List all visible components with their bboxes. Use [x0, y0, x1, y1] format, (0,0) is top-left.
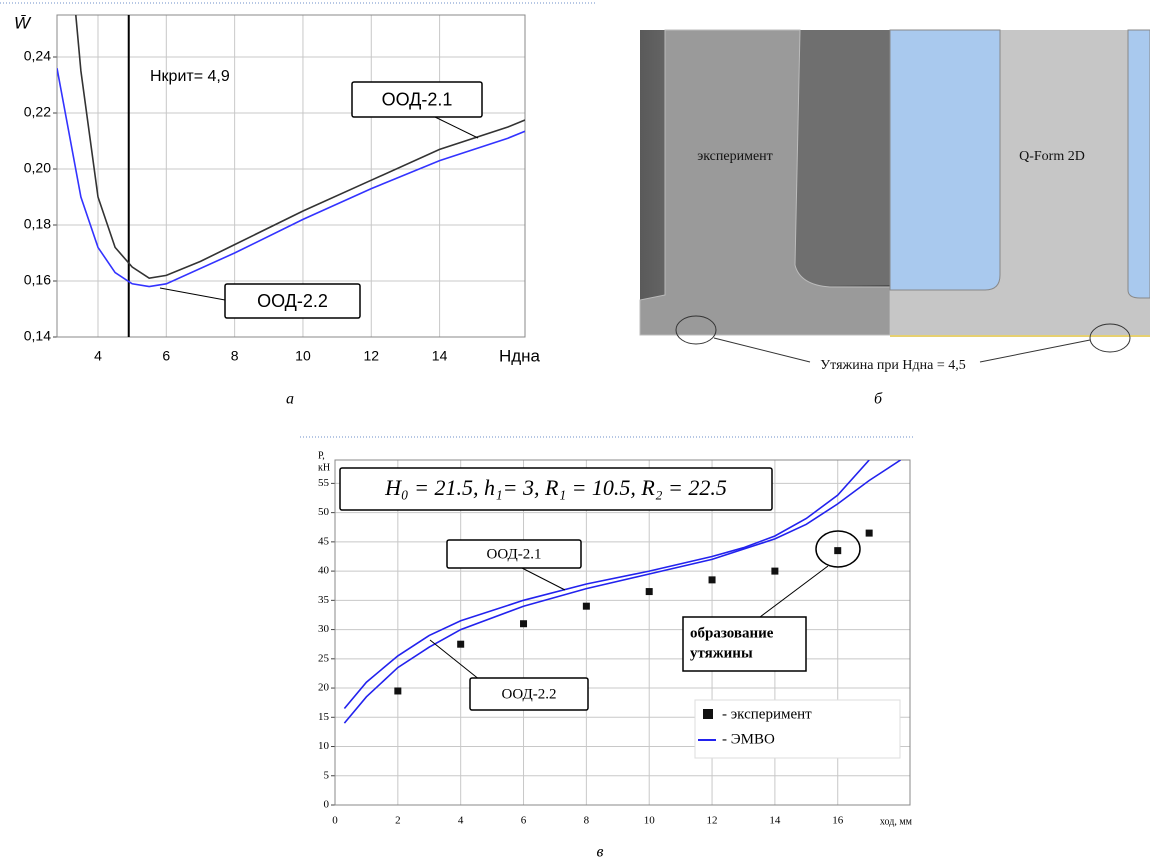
figure: эксперимент Q-Form 2D Утяжина при Ндна =… — [0, 0, 1150, 867]
x-tick-label: 4 — [458, 815, 464, 827]
x-tick-label: 10 — [644, 815, 656, 827]
y-tick-label: 5 — [324, 769, 330, 781]
series-label: ООД-2.1 — [382, 89, 453, 109]
y-tick-label: 10 — [318, 740, 330, 752]
x-tick-label: 8 — [584, 815, 590, 827]
x-axis-label: Ндна — [499, 346, 541, 365]
y-tick-label: 25 — [318, 652, 330, 664]
data-point — [457, 641, 464, 648]
y-axis-label: кН — [318, 462, 330, 473]
chart: 0 2 4 6 8 10 12 14 16 0 5 10 15 20 25 30 35 40 45 50 55 Р,кН х… — [318, 450, 913, 827]
data-point — [834, 547, 841, 554]
y-tick-label: 0 — [324, 799, 330, 811]
series-label: ООД-2.2 — [502, 686, 557, 702]
y-axis-label: W̄ — [14, 13, 32, 32]
data-point — [771, 568, 778, 575]
x-tick-label: 6 — [162, 348, 170, 364]
caption: в — [597, 844, 604, 861]
x-tick-label: 12 — [707, 815, 718, 827]
x-tick-label: 0 — [332, 815, 338, 827]
y-tick-label: 40 — [318, 565, 330, 577]
data-point — [394, 687, 401, 694]
legend-marker — [703, 709, 713, 719]
x-tick-label: 12 — [363, 348, 379, 364]
y-tick-label: 50 — [318, 506, 330, 518]
x-tick-label: 14 — [769, 815, 781, 827]
data-point — [520, 620, 527, 627]
data-point — [709, 576, 716, 583]
y-tick-label: 0,20 — [24, 160, 51, 176]
photo-panel: эксперимент Q-Form 2D Утяжина при Ндна =… — [640, 30, 1150, 373]
legend-label: - ЭМВО — [722, 731, 775, 747]
data-point — [646, 588, 653, 595]
y-tick-label: 15 — [318, 711, 330, 723]
x-tick-label: 14 — [432, 348, 448, 364]
sim-die — [1128, 30, 1150, 298]
series-label: ООД-2.1 — [487, 546, 542, 562]
annotation: H₀ = 21.5, h₁= 3, R₁ = 10.5, R₂ = 22.5 — [384, 475, 727, 500]
x-tick-label: 16 — [832, 815, 844, 827]
y-tick-label: 0,14 — [24, 328, 51, 344]
y-tick-label: 30 — [318, 623, 330, 635]
caption: а — [286, 391, 294, 408]
y-tick-label: 20 — [318, 682, 330, 694]
y-axis-label: Р, — [318, 450, 325, 461]
y-tick-label: 0,18 — [24, 216, 51, 232]
y-tick-label: 55 — [318, 477, 330, 489]
x-tick-label: 2 — [395, 815, 401, 827]
photo-caption-label: Утяжина при Ндна = 4,5 — [820, 358, 965, 373]
photo-cavity — [790, 30, 890, 285]
y-tick-label: 0,24 — [24, 48, 51, 64]
x-tick-label: 6 — [521, 815, 527, 827]
chart: 4 6 8 10 12 14 0,14 0,16 0,18 0,20 0,22 0,24 W̄ Ндна Н… — [14, 13, 541, 365]
data-point — [583, 603, 590, 610]
series-label: ООД-2.2 — [257, 291, 328, 311]
x-tick-label: 10 — [295, 348, 311, 364]
y-tick-label: 0,22 — [24, 104, 51, 120]
x-axis-label: ход, мм — [880, 816, 913, 827]
sim-die — [890, 30, 1000, 290]
callout: образование — [690, 625, 774, 641]
callout: утяжины — [690, 645, 753, 661]
caption: б — [874, 391, 883, 408]
y-tick-label: 45 — [318, 535, 330, 547]
y-tick-label: 35 — [318, 594, 330, 606]
annotation: Нкрит= 4,9 — [150, 68, 230, 85]
y-tick-label: 0,16 — [24, 272, 51, 288]
data-point — [866, 530, 873, 537]
x-tick-label: 8 — [231, 348, 239, 364]
legend-label: - эксперимент — [722, 706, 812, 722]
photo-label: Q-Form 2D — [1019, 149, 1085, 164]
photo-label: эксперимент — [697, 149, 773, 164]
x-tick-label: 4 — [94, 348, 102, 364]
